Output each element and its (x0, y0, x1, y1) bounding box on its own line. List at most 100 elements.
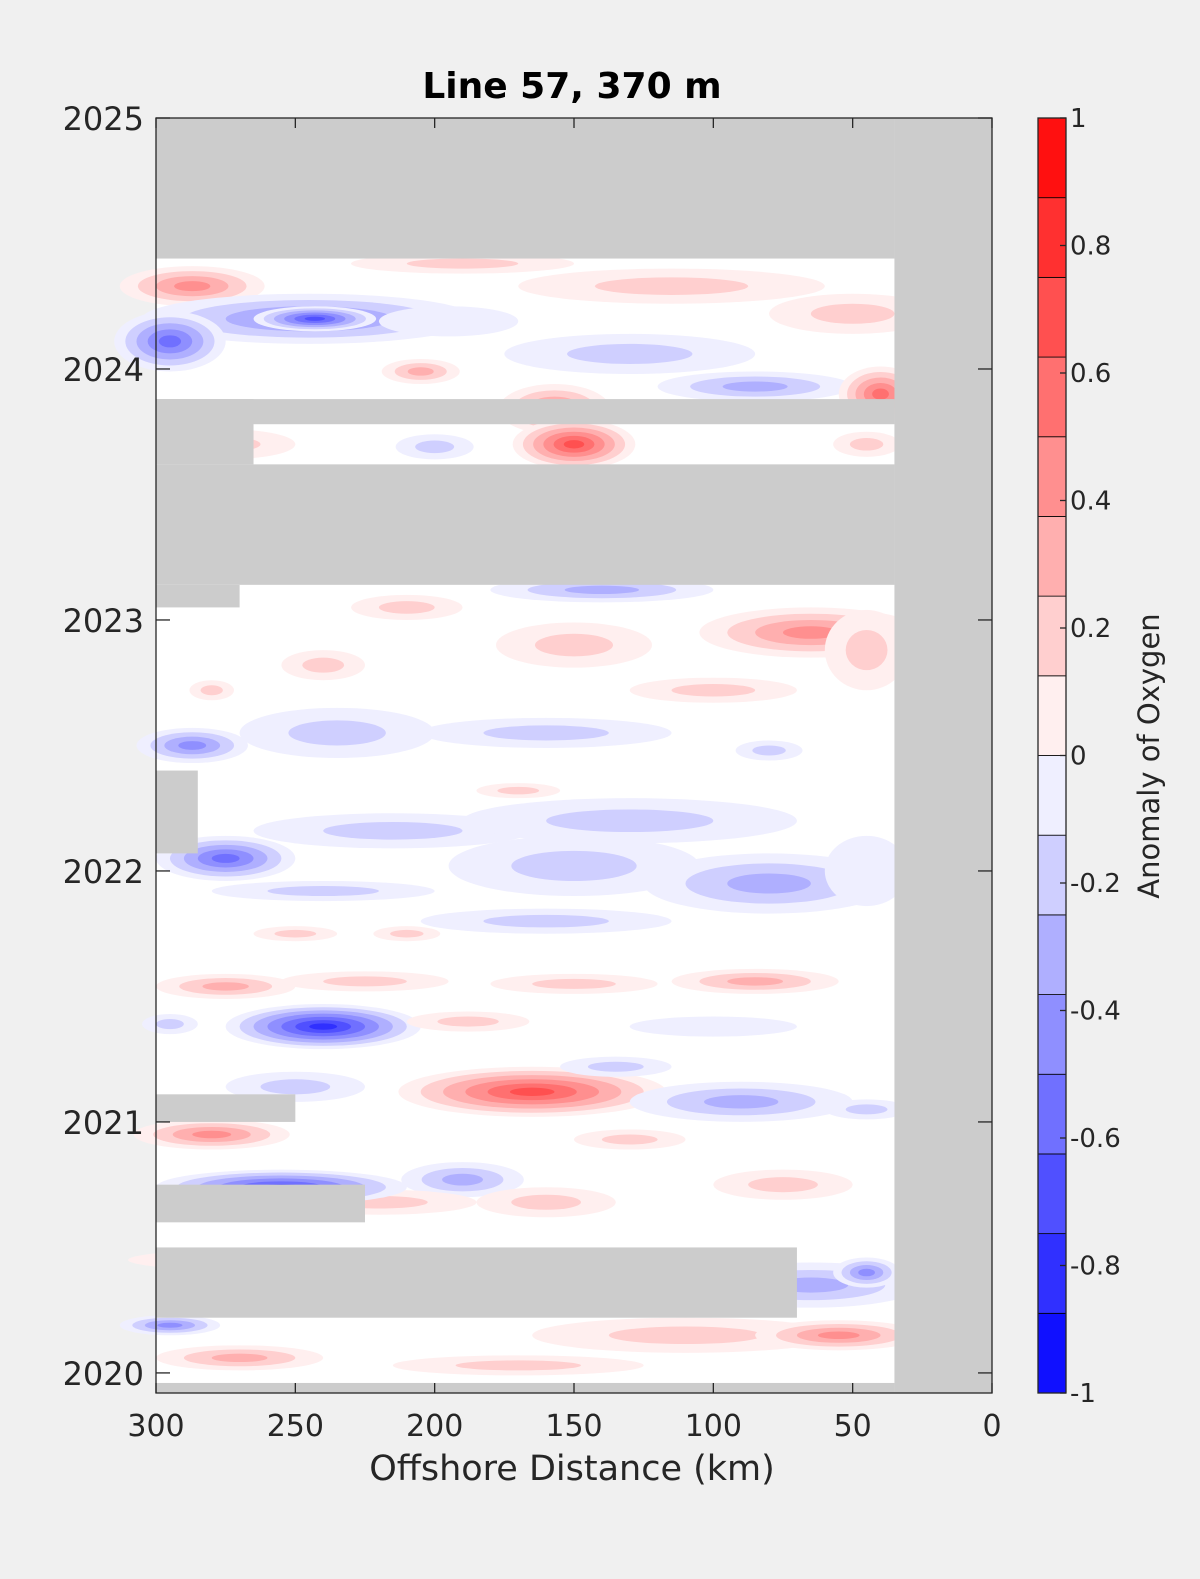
colorbar-tick-label: 0 (1070, 742, 1087, 772)
anomaly-contour (727, 873, 811, 894)
anomaly-contour (437, 1016, 499, 1027)
anomaly-contour (601, 1134, 658, 1145)
anomaly-contour (534, 633, 614, 657)
anomaly-contour (546, 809, 714, 833)
anomaly-contour (849, 438, 884, 451)
anomaly-contour (509, 1087, 555, 1097)
colorbar-level (1037, 276, 1067, 358)
colorbar-level (1037, 1233, 1067, 1314)
anomaly-contour (407, 367, 434, 376)
colorbar-level (1037, 595, 1067, 677)
anomaly-contour (156, 1019, 184, 1030)
x-tick-label: 150 (545, 1409, 602, 1444)
colorbar-tick-label: -0.6 (1070, 1124, 1121, 1154)
anomaly-contour (323, 976, 407, 987)
colorbar-level (1037, 516, 1067, 597)
no-data-region (156, 1247, 797, 1318)
anomaly-contour (483, 914, 609, 928)
plot-area (114, 118, 992, 1393)
colorbar-level (1037, 197, 1067, 278)
anomaly-contour (267, 886, 379, 897)
no-data-region (894, 118, 992, 1393)
anomaly-contour (564, 585, 640, 595)
anomaly-contour (378, 306, 519, 337)
colorbar-tick-label: -1 (1070, 1379, 1096, 1409)
anomaly-contour (406, 258, 519, 269)
anomaly-contour (211, 853, 240, 863)
anomaly-contour (390, 929, 424, 938)
x-tick-label: 100 (685, 1409, 742, 1444)
anomaly-contour (178, 741, 207, 750)
colorbar-level (1037, 356, 1067, 438)
no-data-region (156, 770, 198, 854)
colorbar-level (1037, 1073, 1067, 1155)
colorbar-level (1037, 914, 1067, 995)
y-tick-label: 2024 (63, 351, 144, 389)
colorbar-tick-label: 0.6 (1070, 359, 1111, 389)
x-tick-label: 250 (267, 1409, 324, 1444)
colorbar-tick-label: -0.2 (1070, 869, 1121, 899)
no-data-region (156, 1094, 296, 1122)
anomaly-contour (497, 786, 540, 795)
anomaly-contour (567, 343, 693, 364)
colorbar-label: Anomaly of Oxygen (1132, 613, 1166, 898)
y-tick-label: 2020 (63, 1355, 144, 1393)
anomaly-contour (872, 388, 889, 400)
anomaly-contours (114, 253, 937, 1376)
anomaly-contour (532, 978, 616, 989)
y-tick-label: 2021 (63, 1104, 144, 1142)
anomaly-contour (752, 745, 786, 756)
colorbar-tick-label: -0.4 (1070, 997, 1121, 1027)
x-tick-label: 50 (834, 1409, 872, 1444)
colorbar-level (1037, 1312, 1067, 1394)
colorbar-level (1037, 994, 1067, 1075)
x-tick-label: 0 (982, 1409, 1001, 1444)
anomaly-contour (158, 335, 182, 348)
colorbar-tick-label: 0.4 (1070, 487, 1111, 517)
anomaly-contour (783, 626, 839, 639)
anomaly-contour (309, 1023, 338, 1030)
anomaly-contour (727, 977, 784, 986)
anomaly-contour (824, 835, 909, 907)
anomaly-contour (288, 720, 386, 746)
anomaly-contour (748, 1177, 818, 1193)
colorbar: 1 0.8 0.6 0.4 0.2 0 -0.2 -0.4 -0.6 -0.8 -1 (1037, 104, 1121, 1409)
anomaly-contour (323, 822, 463, 840)
no-data-region (156, 399, 895, 425)
x-tick-label: 200 (406, 1409, 463, 1444)
anomaly-contour (260, 1079, 331, 1095)
anomaly-contour (304, 316, 326, 321)
anomaly-contour (608, 1326, 763, 1345)
no-data-region (156, 399, 254, 465)
y-tick-label: 2025 (63, 100, 144, 138)
x-tick-label: 300 (127, 1409, 184, 1444)
anomaly-contour (629, 1016, 797, 1037)
anomaly-contour (200, 685, 223, 696)
x-axis-label: Offshore Distance (km) (369, 1449, 775, 1489)
chart-title: Line 57, 370 m (422, 66, 721, 107)
anomaly-contour (192, 1130, 232, 1139)
colorbar-tick-label: 0.8 (1070, 232, 1111, 262)
colorbar-level (1037, 1153, 1067, 1235)
anomaly-contour (157, 1322, 183, 1328)
anomaly-contour (415, 440, 455, 454)
anomaly-contour (174, 281, 211, 292)
anomaly-contour (302, 657, 345, 673)
colorbar-level (1037, 675, 1067, 756)
anomaly-contour (563, 440, 585, 449)
anomaly-contour (511, 1194, 581, 1210)
colorbar-level (1037, 834, 1067, 916)
no-data-region (156, 464, 895, 585)
y-tick-label: 2022 (63, 853, 144, 891)
anomaly-contour (817, 1331, 860, 1340)
no-data-region (156, 118, 895, 259)
anomaly-contour (274, 929, 317, 938)
y-tick-label: 2023 (63, 602, 144, 640)
colorbar-tick-label: 0.2 (1070, 614, 1111, 644)
anomaly-contour (378, 601, 435, 614)
no-data-region (156, 1184, 365, 1223)
anomaly-contour (722, 381, 788, 392)
anomaly-contour (202, 982, 249, 991)
anomaly-contour (810, 303, 895, 324)
anomaly-contour (594, 277, 749, 295)
